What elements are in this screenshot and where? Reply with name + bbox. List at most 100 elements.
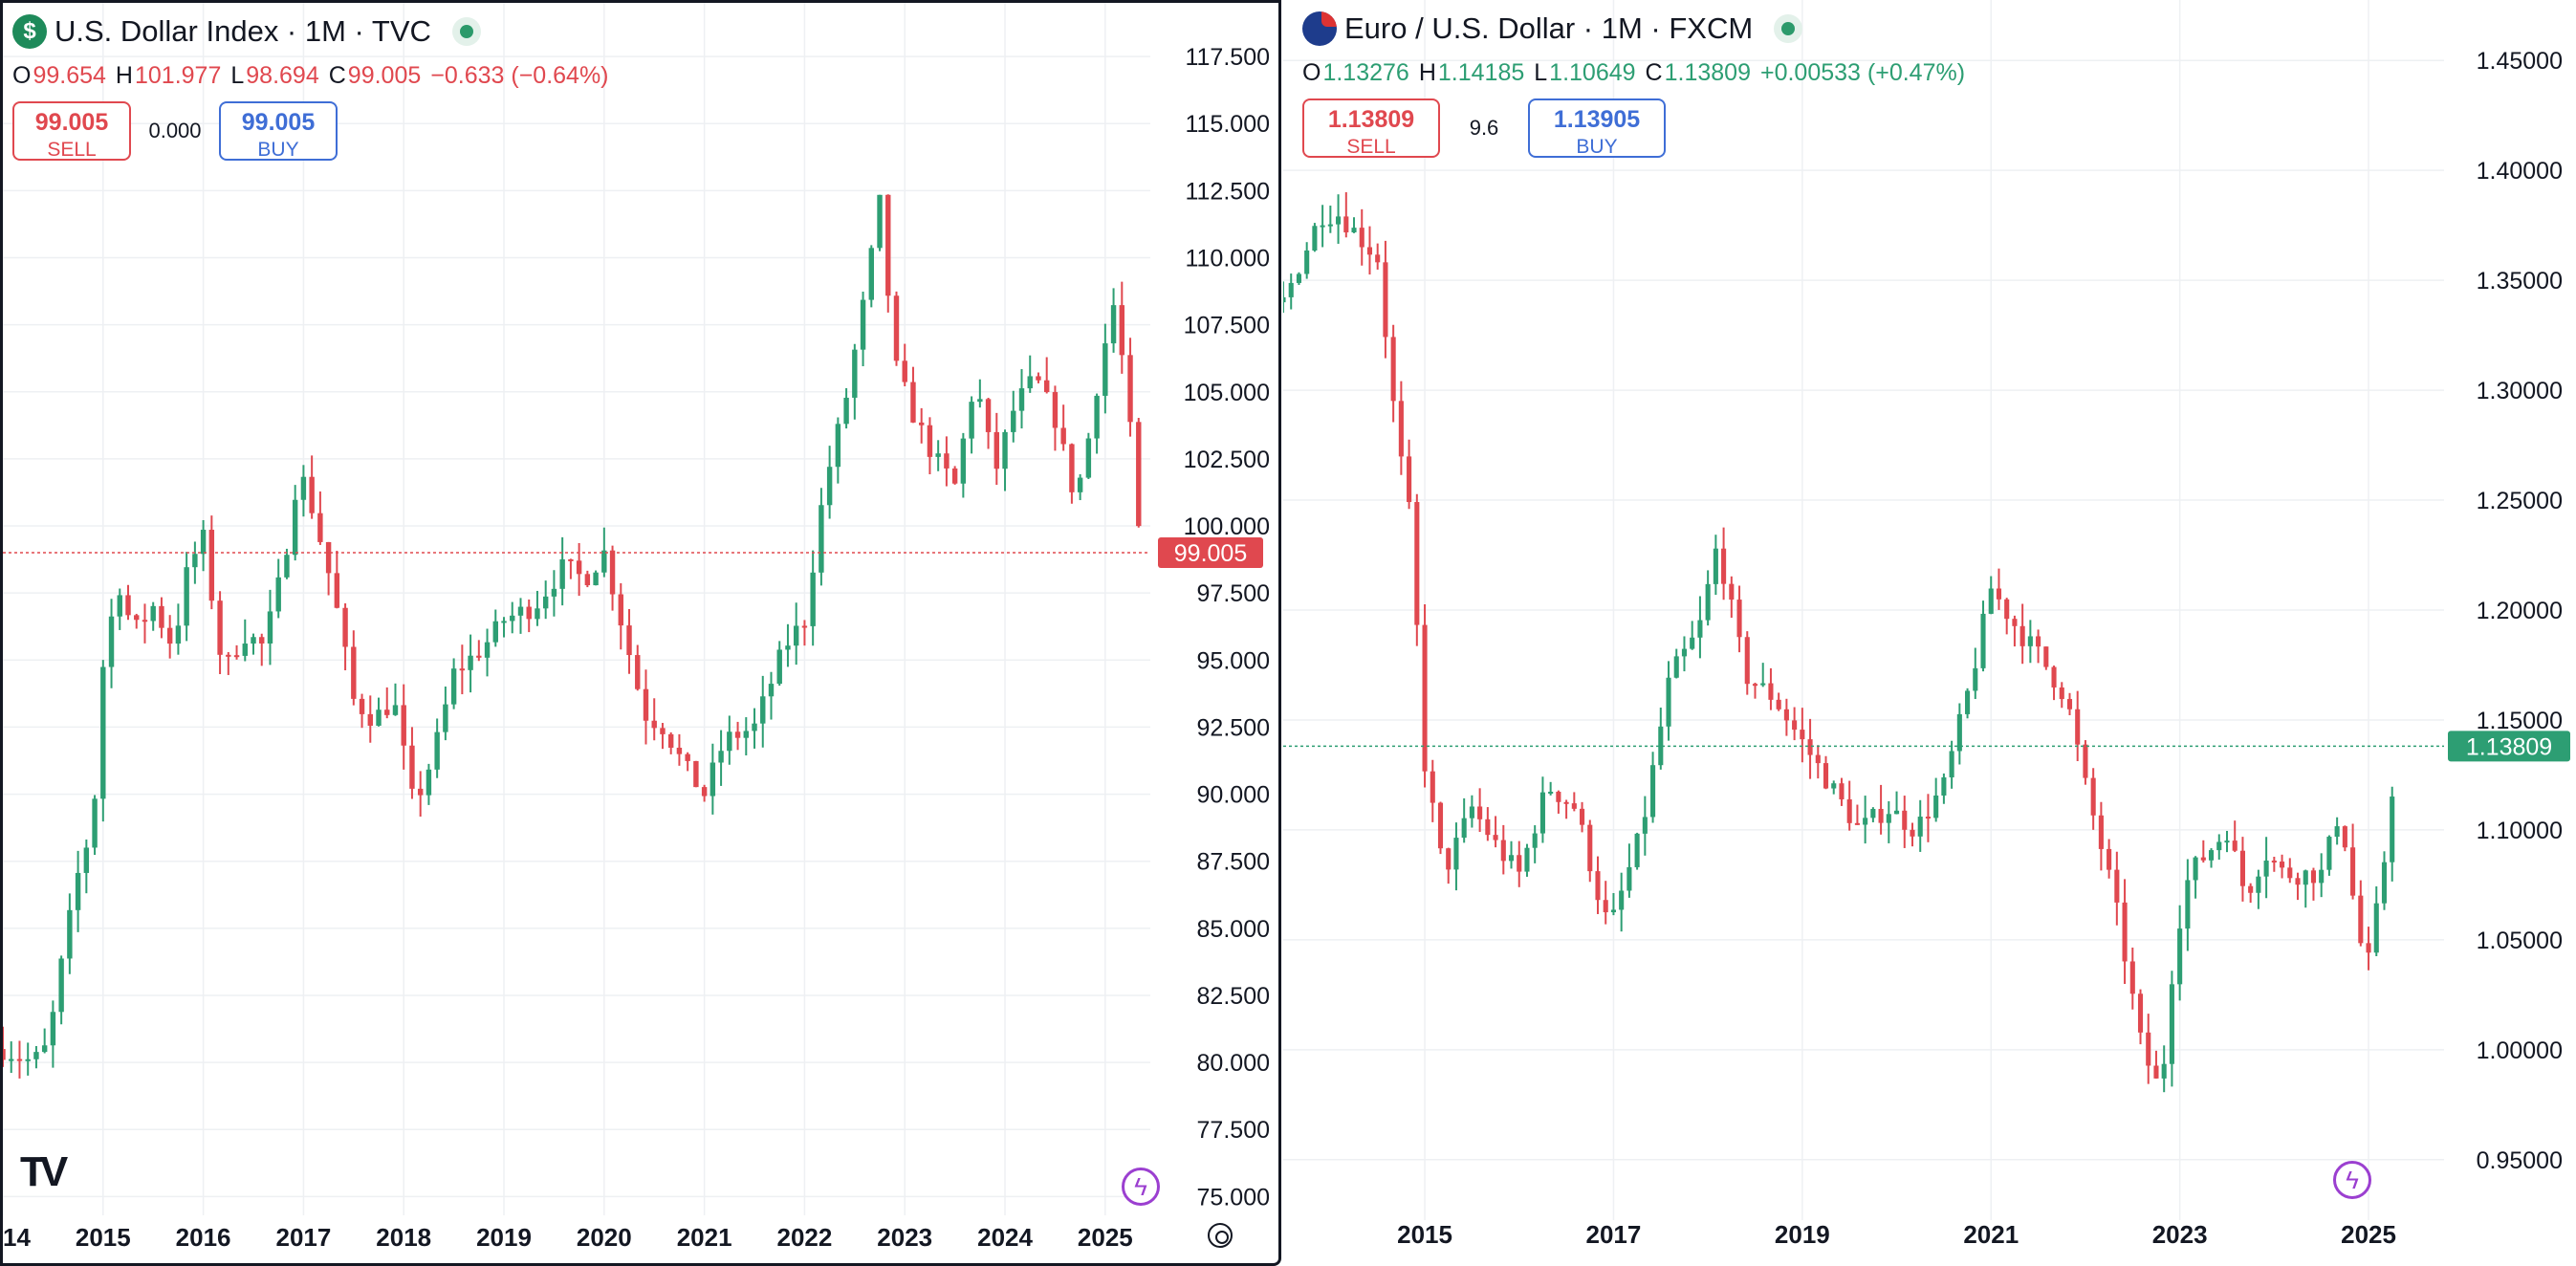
candle-body bbox=[233, 655, 240, 658]
eurusd-chart-panel[interactable]: 0.95000 1.00000 1.05000 1.10000 1.15000 1.200… bbox=[1283, 0, 2576, 1266]
y-tick-label: 1.15000 bbox=[2477, 708, 2563, 734]
dxy-candlestick-chart[interactable]: 75.000 77.500 80.000 82.500 85.000 87.500 90.0… bbox=[3, 3, 1281, 1266]
candle-body bbox=[1327, 224, 1333, 227]
candle-body bbox=[2319, 869, 2325, 884]
candle-body bbox=[251, 637, 256, 644]
candle-body bbox=[2280, 862, 2285, 868]
y-tick-label: 1.40000 bbox=[2477, 158, 2563, 185]
candle-body bbox=[50, 1012, 56, 1046]
candle-body bbox=[2208, 850, 2215, 861]
candle-body bbox=[1453, 838, 1459, 870]
candle-body bbox=[1477, 806, 1483, 819]
candle-body bbox=[2019, 625, 2025, 646]
candle-body bbox=[325, 541, 332, 574]
candle-body bbox=[576, 560, 582, 575]
y-tick-label: 75.000 bbox=[1197, 1184, 1270, 1211]
candle-body bbox=[275, 577, 281, 612]
candle-body bbox=[175, 625, 182, 644]
candle-body bbox=[1610, 909, 1616, 913]
candle-body bbox=[1941, 776, 1947, 796]
candle-body bbox=[752, 723, 757, 731]
dxy-chart-panel[interactable]: 75.000 77.500 80.000 82.500 85.000 87.500 90.0… bbox=[0, 0, 1281, 1266]
candle-body bbox=[1036, 376, 1041, 381]
tradingview-logo[interactable]: TV bbox=[20, 1148, 68, 1195]
candle-body bbox=[969, 402, 974, 439]
flash-icon[interactable]: ϟ bbox=[1122, 1168, 1160, 1206]
eurusd-candlestick-chart[interactable]: 0.95000 1.00000 1.05000 1.10000 1.15000 1.200… bbox=[1283, 0, 2576, 1266]
candle-body bbox=[1069, 444, 1075, 492]
dollar-icon: $ bbox=[12, 14, 47, 49]
x-tick-label: 2017 bbox=[1586, 1220, 1642, 1249]
candle-body bbox=[342, 607, 348, 647]
candle-body bbox=[1949, 751, 1954, 777]
candle-body bbox=[1776, 699, 1781, 709]
eurusd-sell-button[interactable]: 1.13809 SELL bbox=[1302, 98, 1440, 158]
y-tick-label: 1.05000 bbox=[2477, 928, 2563, 954]
candle-body bbox=[459, 668, 466, 671]
candle-body bbox=[33, 1052, 39, 1059]
candle-body bbox=[1815, 754, 1821, 764]
candle-body bbox=[1595, 871, 1601, 901]
candle-body bbox=[2373, 903, 2379, 953]
candle-body bbox=[2200, 857, 2206, 861]
candle-body bbox=[1119, 305, 1125, 356]
candle-body bbox=[1713, 548, 1718, 584]
eurusd-buy-button[interactable]: 1.13905 BUY bbox=[1528, 98, 1666, 158]
candle-body bbox=[910, 382, 916, 423]
flash-icon[interactable]: ϟ bbox=[2333, 1161, 2371, 1199]
x-tick-label: 2019 bbox=[476, 1223, 532, 1252]
candle-body bbox=[1658, 726, 1664, 766]
candle-body bbox=[885, 194, 891, 296]
market-status-icon[interactable] bbox=[1774, 14, 1803, 43]
candle-body bbox=[2287, 867, 2293, 879]
last-price-badge bbox=[1158, 536, 1263, 568]
y-tick-label: 1.20000 bbox=[2477, 598, 2563, 624]
x-tick-label: 2021 bbox=[1963, 1220, 2019, 1249]
candle-body bbox=[117, 595, 122, 617]
eurusd-legend: Euro / U.S. Dollar · 1M · FXCM O1.13276 … bbox=[1302, 8, 1965, 158]
candle-body bbox=[2342, 826, 2347, 848]
candle-body bbox=[1375, 254, 1381, 263]
candle-body bbox=[1626, 866, 1632, 891]
dxy-change: −0.633 (−0.64%) bbox=[430, 62, 609, 89]
candle-body bbox=[2350, 847, 2356, 896]
candle-body bbox=[1359, 228, 1364, 248]
candle-body bbox=[1077, 477, 1083, 492]
candle-body bbox=[2090, 777, 2096, 816]
candle-body bbox=[1925, 817, 1931, 819]
market-status-icon[interactable] bbox=[451, 17, 481, 46]
candle-body bbox=[292, 499, 298, 556]
x-tick-label: 2015 bbox=[1397, 1220, 1452, 1249]
candle-body bbox=[1563, 801, 1569, 804]
candle-body bbox=[2239, 850, 2245, 886]
candle-body bbox=[1422, 624, 1428, 772]
candle-body bbox=[701, 787, 708, 797]
candle-body bbox=[1011, 410, 1016, 432]
candle-body bbox=[3, 1049, 6, 1060]
candle-body bbox=[1697, 620, 1703, 638]
candle-body bbox=[1729, 583, 1735, 600]
candle-body bbox=[1556, 791, 1561, 802]
candle-body bbox=[1060, 427, 1066, 445]
dxy-buy-button[interactable]: 99.005 BUY bbox=[219, 101, 338, 161]
candle-body bbox=[526, 606, 532, 620]
dxy-sell-button[interactable]: 99.005 SELL bbox=[12, 101, 131, 161]
candle-body bbox=[1800, 730, 1805, 740]
candle-body bbox=[1508, 855, 1515, 862]
x-tick-label: 2015 bbox=[76, 1223, 131, 1252]
candle-body bbox=[58, 958, 64, 1013]
y-tick-label: 82.500 bbox=[1197, 983, 1270, 1010]
y-tick-label: 87.500 bbox=[1197, 849, 1270, 876]
settings-gear-icon[interactable] bbox=[1208, 1223, 1233, 1248]
candle-body bbox=[667, 733, 674, 748]
candle-body bbox=[893, 295, 900, 361]
candle-body bbox=[2232, 840, 2238, 851]
candle-body bbox=[1027, 376, 1033, 389]
candle-body bbox=[2216, 841, 2222, 851]
x-tick-label: 2016 bbox=[176, 1223, 231, 1252]
candle-body bbox=[1910, 829, 1915, 837]
candle-body bbox=[300, 476, 307, 500]
candle-body bbox=[2043, 646, 2049, 667]
candle-body bbox=[376, 709, 382, 726]
candle-body bbox=[2310, 870, 2317, 884]
